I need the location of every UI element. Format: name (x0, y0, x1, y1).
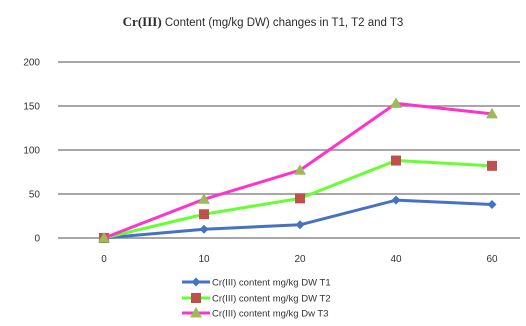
y-tick-label: 150 (23, 102, 40, 113)
legend-marker (191, 293, 201, 303)
legend-marker (190, 307, 202, 318)
data-point (391, 155, 401, 166)
y-tick-label: 50 (29, 190, 41, 201)
legend-label: Cr(III) content mg/kg DW T2 (212, 294, 331, 305)
chart-title: Cr(III) Content (mg/kg DW) changes in T1… (0, 14, 526, 30)
y-tick-label: 200 (23, 58, 40, 69)
data-point (486, 107, 498, 119)
series-line (103, 198, 493, 240)
data-point (390, 97, 402, 108)
legend-item-2: Cr(III) content mg/kg DW T2 (182, 293, 331, 305)
chart-title-rest: Content (mg/kg DW) changes in T1, T2 and… (164, 17, 404, 29)
x-tick-label: 10 (198, 254, 210, 265)
legend-label: Cr(III) content mg/kg Dw T3 (212, 309, 329, 320)
data-point (295, 220, 305, 230)
y-tick-label: 100 (23, 146, 40, 157)
x-tick-label: 40 (390, 254, 402, 265)
x-tick-label: 60 (486, 254, 498, 265)
y-tick-label: 0 (34, 234, 40, 245)
chart-title-strong: Cr(III) (122, 14, 162, 29)
data-point (199, 224, 209, 234)
legend-item-1: Cr(III) content mg/kg DW T1 (182, 277, 331, 289)
data-point (198, 193, 210, 204)
data-point (199, 209, 209, 220)
data-point (98, 232, 110, 243)
x-tick-label: 0 (101, 254, 107, 265)
legend-label: Cr(III) content mg/kg DW T1 (212, 278, 331, 289)
series-3 (98, 97, 498, 243)
data-point (295, 193, 305, 204)
data-point (487, 160, 497, 171)
legend-item-3: Cr(III) content mg/kg Dw T3 (182, 307, 329, 320)
data-point (391, 195, 401, 205)
data-point (294, 164, 306, 175)
x-tick-label: 20 (294, 254, 306, 265)
legend-marker (191, 277, 201, 287)
data-point (487, 200, 497, 210)
